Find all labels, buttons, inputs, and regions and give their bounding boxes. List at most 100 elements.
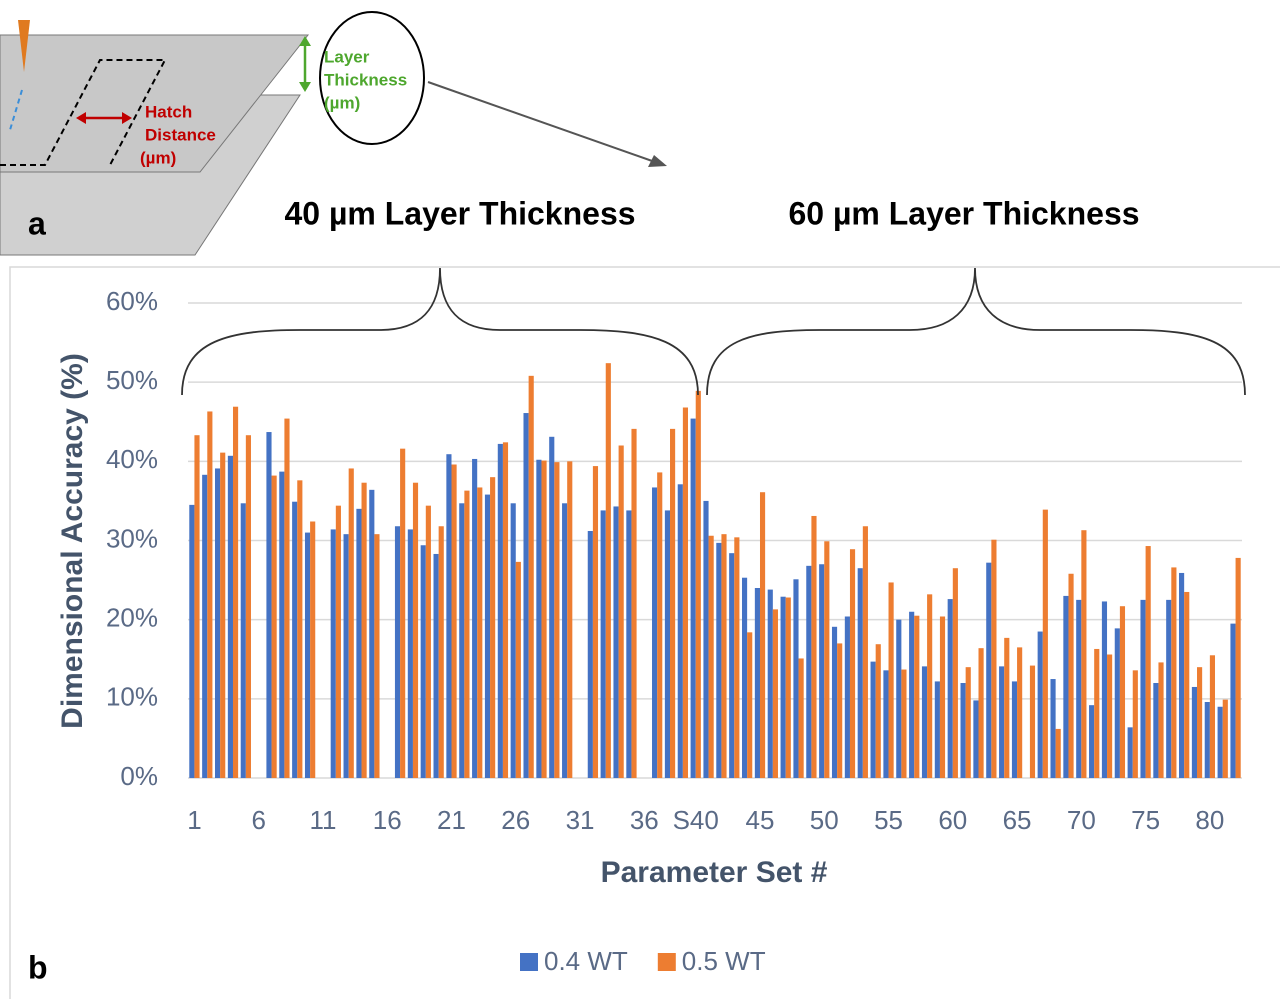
laser-path [9, 89, 23, 131]
legend-label: 0.5 WT [682, 946, 766, 976]
annotation: Thickness [324, 70, 407, 89]
bar [1089, 705, 1095, 778]
bar [194, 435, 200, 778]
bar [1171, 567, 1177, 778]
bar [1127, 727, 1133, 778]
bar [978, 648, 984, 778]
bar [1042, 509, 1048, 778]
bar [695, 390, 701, 778]
bar [587, 531, 593, 778]
bar [343, 534, 349, 778]
bar [914, 615, 920, 778]
bar [407, 529, 413, 778]
bar [1101, 601, 1108, 778]
bar [356, 508, 362, 778]
x-tick-label: 65 [1003, 805, 1032, 835]
bar [1140, 599, 1146, 778]
chart-frame [9, 266, 1280, 999]
bar [220, 452, 226, 778]
bar [536, 459, 542, 778]
bar [464, 490, 470, 778]
group-label: 60 µm Layer Thickness [788, 195, 1139, 231]
bar [1145, 546, 1151, 778]
panel-label: b [28, 949, 48, 985]
bar [1179, 572, 1185, 778]
x-tick-label: 16 [373, 805, 402, 835]
bar [960, 683, 966, 778]
x-tick-label: 50 [810, 805, 839, 835]
bar [767, 589, 773, 778]
bar [857, 568, 863, 778]
bar [1004, 637, 1010, 778]
bar [1037, 631, 1043, 778]
bar [433, 553, 439, 778]
bar [245, 435, 251, 778]
bar [965, 667, 971, 778]
bar [939, 616, 946, 778]
x-tick-label: 45 [746, 805, 775, 835]
bar [1153, 683, 1159, 778]
bar [626, 510, 632, 778]
x-tick-label: 6 [251, 805, 265, 835]
bar [490, 477, 496, 778]
y-tick-label: 60% [106, 286, 158, 316]
bar [1011, 681, 1018, 778]
bar [1055, 728, 1061, 778]
bar [562, 503, 568, 778]
legend-label: 0.4 WT [544, 946, 628, 976]
bar [400, 448, 406, 778]
bar [502, 442, 509, 778]
bar [759, 492, 766, 778]
bar [484, 494, 491, 778]
bar [618, 445, 624, 778]
bar [772, 609, 778, 778]
bar [729, 553, 735, 778]
bar [1222, 699, 1228, 778]
bar [310, 521, 316, 778]
bar [677, 484, 683, 778]
bar [1230, 623, 1236, 778]
bar [446, 454, 452, 778]
y-tick-label: 0% [120, 761, 158, 791]
bar [999, 666, 1005, 778]
bar [567, 461, 573, 778]
bar [592, 466, 599, 778]
x-tick-label: 80 [1195, 805, 1224, 835]
bar [747, 632, 753, 778]
scan-path [0, 59, 167, 166]
bar [232, 406, 239, 778]
arrow-head [299, 36, 311, 46]
bar [1068, 573, 1074, 778]
bar [1235, 557, 1241, 778]
bar [1132, 670, 1138, 778]
x-tick-label: 55 [874, 805, 903, 835]
bar [297, 480, 303, 778]
bar [1063, 595, 1069, 778]
bar [240, 503, 246, 778]
bar [785, 597, 791, 778]
bar [824, 541, 830, 778]
upper-plate [0, 34, 310, 173]
bar [793, 579, 799, 778]
legend-swatch [657, 953, 676, 971]
bar [819, 564, 825, 778]
annotation: Hatch [145, 102, 192, 121]
bar [451, 464, 457, 778]
bar [690, 418, 696, 778]
bar [1029, 665, 1036, 778]
bar [670, 428, 676, 778]
bar [438, 526, 444, 778]
bar [266, 432, 272, 778]
x-tick-label: 75 [1131, 805, 1160, 835]
bar [425, 505, 431, 778]
bar [934, 681, 940, 778]
bar [202, 474, 208, 778]
bar [888, 582, 894, 778]
y-tick-label: 40% [106, 444, 158, 474]
x-tick-label: 26 [501, 805, 530, 835]
bar [1017, 647, 1023, 778]
bar [682, 407, 689, 778]
bar [374, 534, 380, 778]
bar [811, 515, 817, 778]
